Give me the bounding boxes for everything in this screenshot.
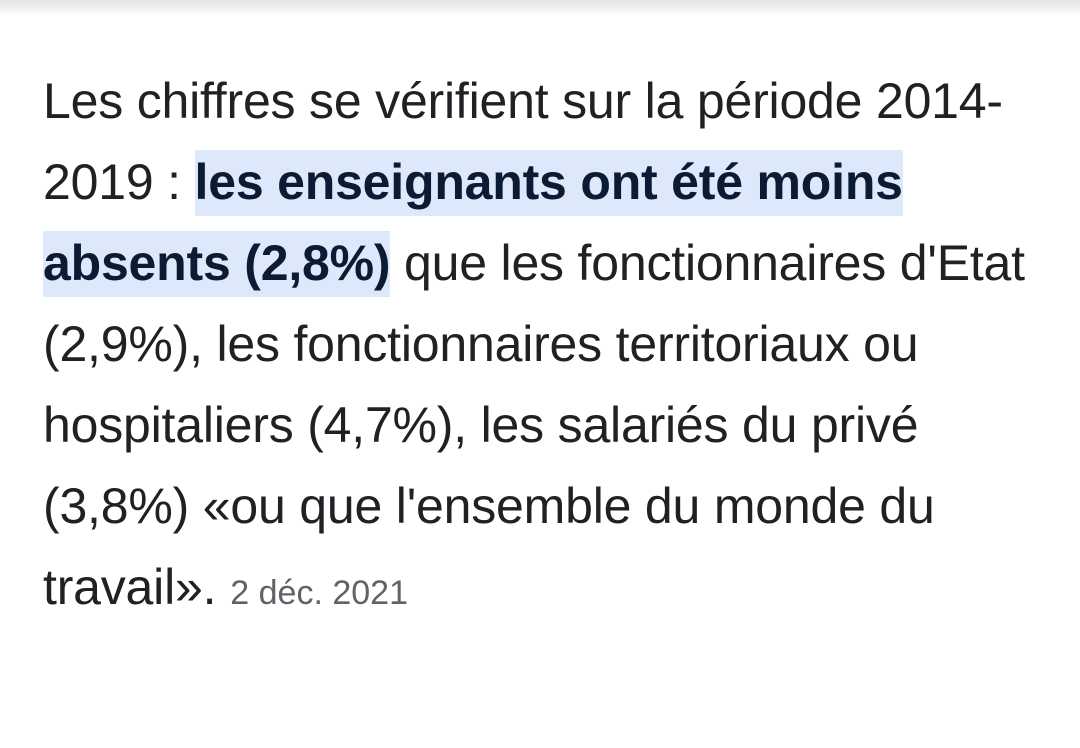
featured-snippet-text: Les chiffres se vérifient sur la période… [43,61,1043,634]
snippet-text-after: que les fonctionnaires d'Etat (2,9%), le… [43,235,1025,615]
top-divider [0,0,1080,15]
snippet-date: 2 déc. 2021 [230,574,408,612]
snippet-text-before: Les chiffres se vérifient sur la période… [43,73,1003,210]
